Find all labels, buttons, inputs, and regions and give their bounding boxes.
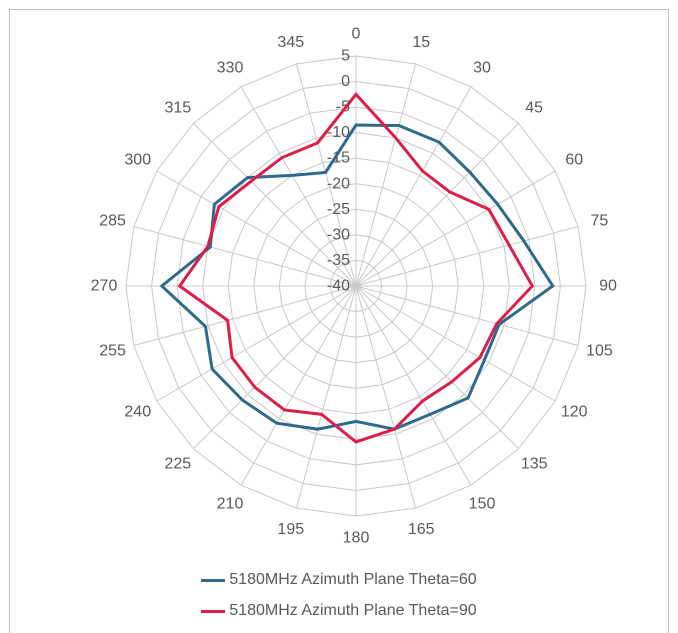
angle-label: 15 bbox=[412, 34, 430, 51]
grid-spoke bbox=[355, 123, 519, 287]
radial-label: -10 bbox=[327, 124, 350, 141]
polar-chart: 0 15 30 45 60 75 90 105 120 135 150 165 180 195 210 225… bbox=[91, 26, 617, 547]
angle-label: 90 bbox=[599, 278, 617, 295]
angle-label: 225 bbox=[164, 456, 191, 473]
grid-spoke bbox=[355, 86, 472, 287]
angle-label: 0 bbox=[352, 26, 361, 43]
radial-label: 0 bbox=[341, 73, 350, 90]
grid-spoke bbox=[355, 225, 579, 287]
radial-labels: 50-5-10-15-20-25-30-35-40 bbox=[327, 48, 350, 295]
grid-spoke bbox=[355, 285, 472, 486]
legend-swatch-theta60 bbox=[201, 578, 226, 582]
angle-label: 255 bbox=[99, 343, 126, 360]
angle-label: 195 bbox=[277, 521, 304, 538]
grid-spoke bbox=[133, 285, 357, 347]
angle-label: 135 bbox=[521, 456, 548, 473]
grid-spoke bbox=[355, 285, 519, 449]
grid-spoke bbox=[156, 285, 357, 402]
grid-spoke bbox=[355, 285, 556, 402]
grid-spoke bbox=[355, 285, 417, 509]
angle-label: 270 bbox=[91, 278, 118, 295]
angle-label: 45 bbox=[525, 99, 543, 116]
series-line-1 bbox=[177, 92, 535, 444]
radial-label: -5 bbox=[336, 99, 350, 116]
grid-spoke bbox=[156, 170, 357, 287]
series-line-0 bbox=[159, 123, 555, 431]
grid-spoke bbox=[240, 86, 357, 287]
angle-label: 120 bbox=[561, 404, 588, 421]
angle-label: 210 bbox=[217, 496, 244, 513]
angle-label: 345 bbox=[277, 34, 304, 51]
angle-label: 300 bbox=[124, 152, 151, 169]
angle-label: 315 bbox=[164, 99, 191, 116]
angle-label: 60 bbox=[565, 152, 583, 169]
grid-spoke bbox=[295, 63, 357, 287]
grid-spoke bbox=[295, 285, 357, 509]
angle-label: 285 bbox=[99, 212, 126, 229]
grid-spoke bbox=[355, 63, 417, 287]
legend-item-theta60: 5180MHz Azimuth Plane Theta=60 bbox=[0, 571, 678, 589]
angle-label: 240 bbox=[124, 404, 151, 421]
legend-label-theta60: 5180MHz Azimuth Plane Theta=60 bbox=[229, 571, 477, 588]
legend-item-theta90: 5180MHz Azimuth Plane Theta=90 bbox=[0, 602, 678, 620]
legend-swatch-theta90 bbox=[201, 609, 226, 613]
radial-label: -20 bbox=[327, 175, 350, 192]
grid-spoke bbox=[240, 285, 357, 486]
grid-spoke bbox=[133, 225, 357, 287]
angle-label: 30 bbox=[473, 59, 491, 76]
angle-label: 75 bbox=[591, 212, 609, 229]
legend-label-theta90: 5180MHz Azimuth Plane Theta=90 bbox=[229, 602, 477, 619]
angle-label: 180 bbox=[343, 530, 370, 547]
radial-label: 5 bbox=[341, 48, 350, 65]
chart-frame bbox=[9, 9, 669, 633]
angle-label: 165 bbox=[408, 521, 435, 538]
angle-labels: 0 15 30 45 60 75 90 105 120 135 150 165 180 195 210 225… bbox=[91, 26, 617, 547]
angle-label: 105 bbox=[586, 343, 613, 360]
grid-spoke bbox=[355, 285, 579, 347]
series-lines bbox=[159, 92, 555, 444]
radial-label: -35 bbox=[327, 252, 350, 269]
grid-spoke bbox=[193, 123, 357, 287]
radial-label: -25 bbox=[327, 201, 350, 218]
radial-label: -40 bbox=[327, 278, 350, 295]
angle-label: 330 bbox=[217, 59, 244, 76]
angle-label: 150 bbox=[469, 496, 496, 513]
radial-label: -30 bbox=[327, 226, 350, 243]
grid-spoke bbox=[355, 170, 556, 287]
grid-spoke bbox=[193, 285, 357, 449]
